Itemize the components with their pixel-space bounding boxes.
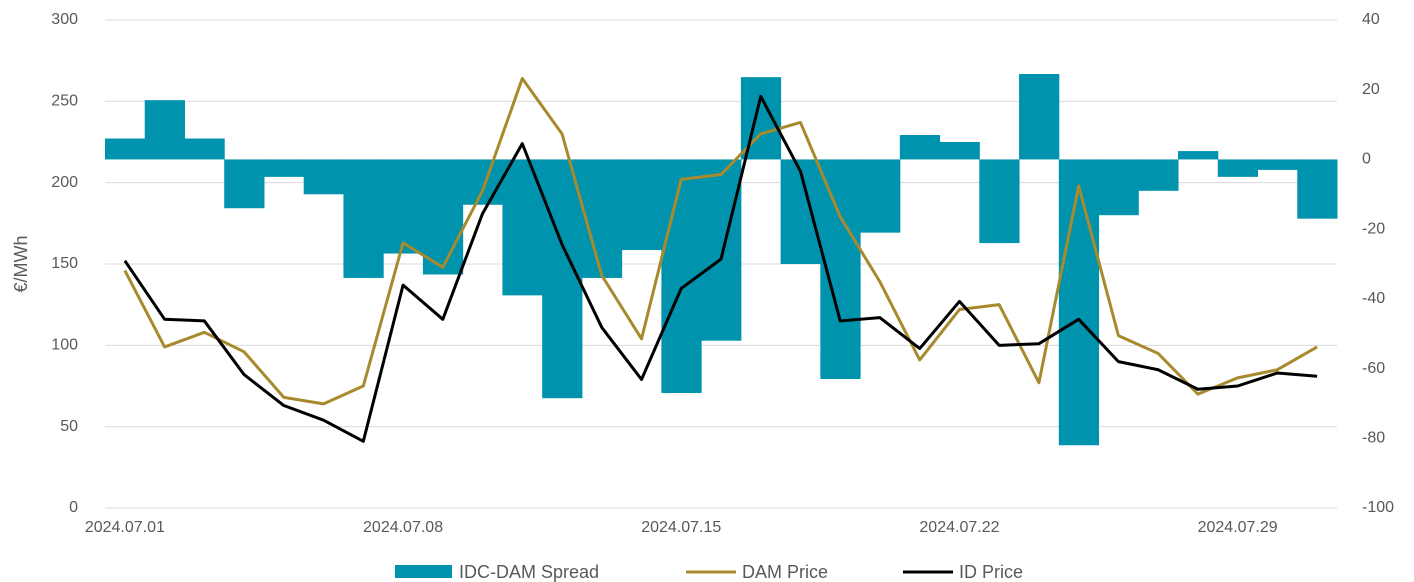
x-tick-label: 2024.07.01	[85, 519, 165, 536]
y2-tick-label: 0	[1362, 151, 1371, 168]
bar	[144, 100, 185, 160]
bar	[422, 159, 464, 275]
y-tick-label: 300	[51, 11, 78, 28]
bar	[1217, 159, 1259, 177]
legend-label: IDC-DAM Spread	[459, 562, 599, 582]
y-tick-label: 50	[60, 418, 78, 435]
line	[123, 77, 1318, 406]
y2-tick-label: 20	[1362, 81, 1380, 98]
bar	[105, 138, 146, 160]
bar	[1257, 159, 1298, 170]
bar	[1297, 159, 1338, 219]
bar	[939, 142, 980, 160]
line	[123, 94, 1318, 443]
y2-tick-label: -60	[1362, 360, 1385, 377]
bar	[303, 159, 344, 195]
legend-label: DAM Price	[742, 562, 828, 582]
bar	[899, 135, 941, 160]
bar	[542, 159, 583, 399]
legend-swatch	[395, 565, 452, 578]
y2-tick-label: 40	[1362, 11, 1380, 28]
y-tick-label: 100	[51, 337, 78, 354]
bar	[1058, 159, 1100, 446]
bar	[1178, 151, 1219, 160]
bar	[462, 159, 503, 205]
bar	[184, 138, 225, 160]
bar	[581, 159, 623, 278]
bar	[621, 159, 662, 251]
y2-tick-label: -80	[1362, 430, 1385, 447]
y2-tick-label: -100	[1362, 499, 1394, 516]
bar	[1138, 159, 1179, 191]
bar	[661, 159, 702, 393]
y-axis-label: €/MWh	[11, 235, 31, 292]
x-tick-label: 2024.07.29	[1198, 519, 1278, 536]
bar	[860, 159, 901, 233]
bar	[1019, 74, 1060, 160]
y-tick-label: 150	[51, 255, 78, 272]
x-tick-label: 2024.07.15	[641, 519, 721, 536]
y-tick-label: 200	[51, 174, 78, 191]
y2-tick-label: -40	[1362, 290, 1385, 307]
y-tick-label: 0	[69, 499, 78, 516]
bar	[343, 159, 384, 278]
y-tick-label: 250	[51, 93, 78, 110]
bar	[263, 159, 305, 177]
x-tick-label: 2024.07.08	[363, 519, 443, 536]
bar	[224, 159, 265, 209]
bar	[383, 159, 424, 254]
x-tick-label: 2024.07.22	[919, 519, 999, 536]
bar	[979, 159, 1020, 244]
bar	[1098, 159, 1139, 216]
y2-tick-label: -20	[1362, 220, 1385, 237]
bar	[701, 159, 742, 341]
legend-label: ID Price	[959, 562, 1023, 582]
